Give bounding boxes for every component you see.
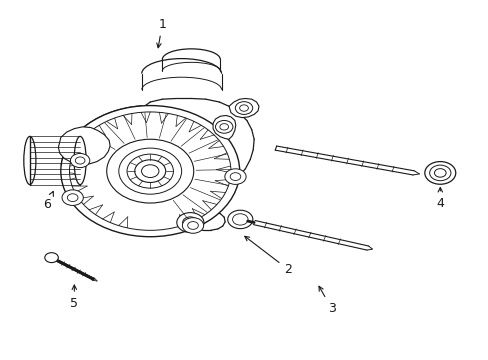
Circle shape [429,165,450,181]
Text: 3: 3 [318,286,335,315]
Ellipse shape [74,136,86,185]
Circle shape [69,112,230,230]
Circle shape [230,173,240,180]
Text: 2: 2 [244,236,291,276]
Circle shape [235,102,252,114]
Text: 5: 5 [70,285,78,310]
Circle shape [424,162,455,184]
Circle shape [220,123,228,130]
Circle shape [135,160,165,183]
Circle shape [239,105,248,111]
Circle shape [70,153,90,168]
Polygon shape [228,99,259,118]
Circle shape [141,165,159,177]
Polygon shape [213,116,235,139]
Circle shape [182,218,203,233]
Circle shape [232,214,247,225]
Circle shape [61,105,239,237]
Circle shape [106,139,193,203]
Circle shape [45,253,58,262]
Circle shape [215,121,232,133]
Circle shape [61,105,239,237]
Circle shape [127,154,173,188]
Circle shape [177,213,203,233]
Ellipse shape [24,136,36,185]
Circle shape [62,190,83,206]
Circle shape [227,210,252,229]
Text: 4: 4 [435,188,443,210]
Circle shape [434,168,445,177]
Circle shape [182,217,198,228]
Text: 6: 6 [43,192,53,211]
Circle shape [75,157,85,164]
Circle shape [224,169,245,184]
Circle shape [67,194,78,202]
Polygon shape [58,127,110,164]
Text: 1: 1 [157,18,166,48]
Circle shape [119,148,181,194]
Circle shape [187,221,198,229]
